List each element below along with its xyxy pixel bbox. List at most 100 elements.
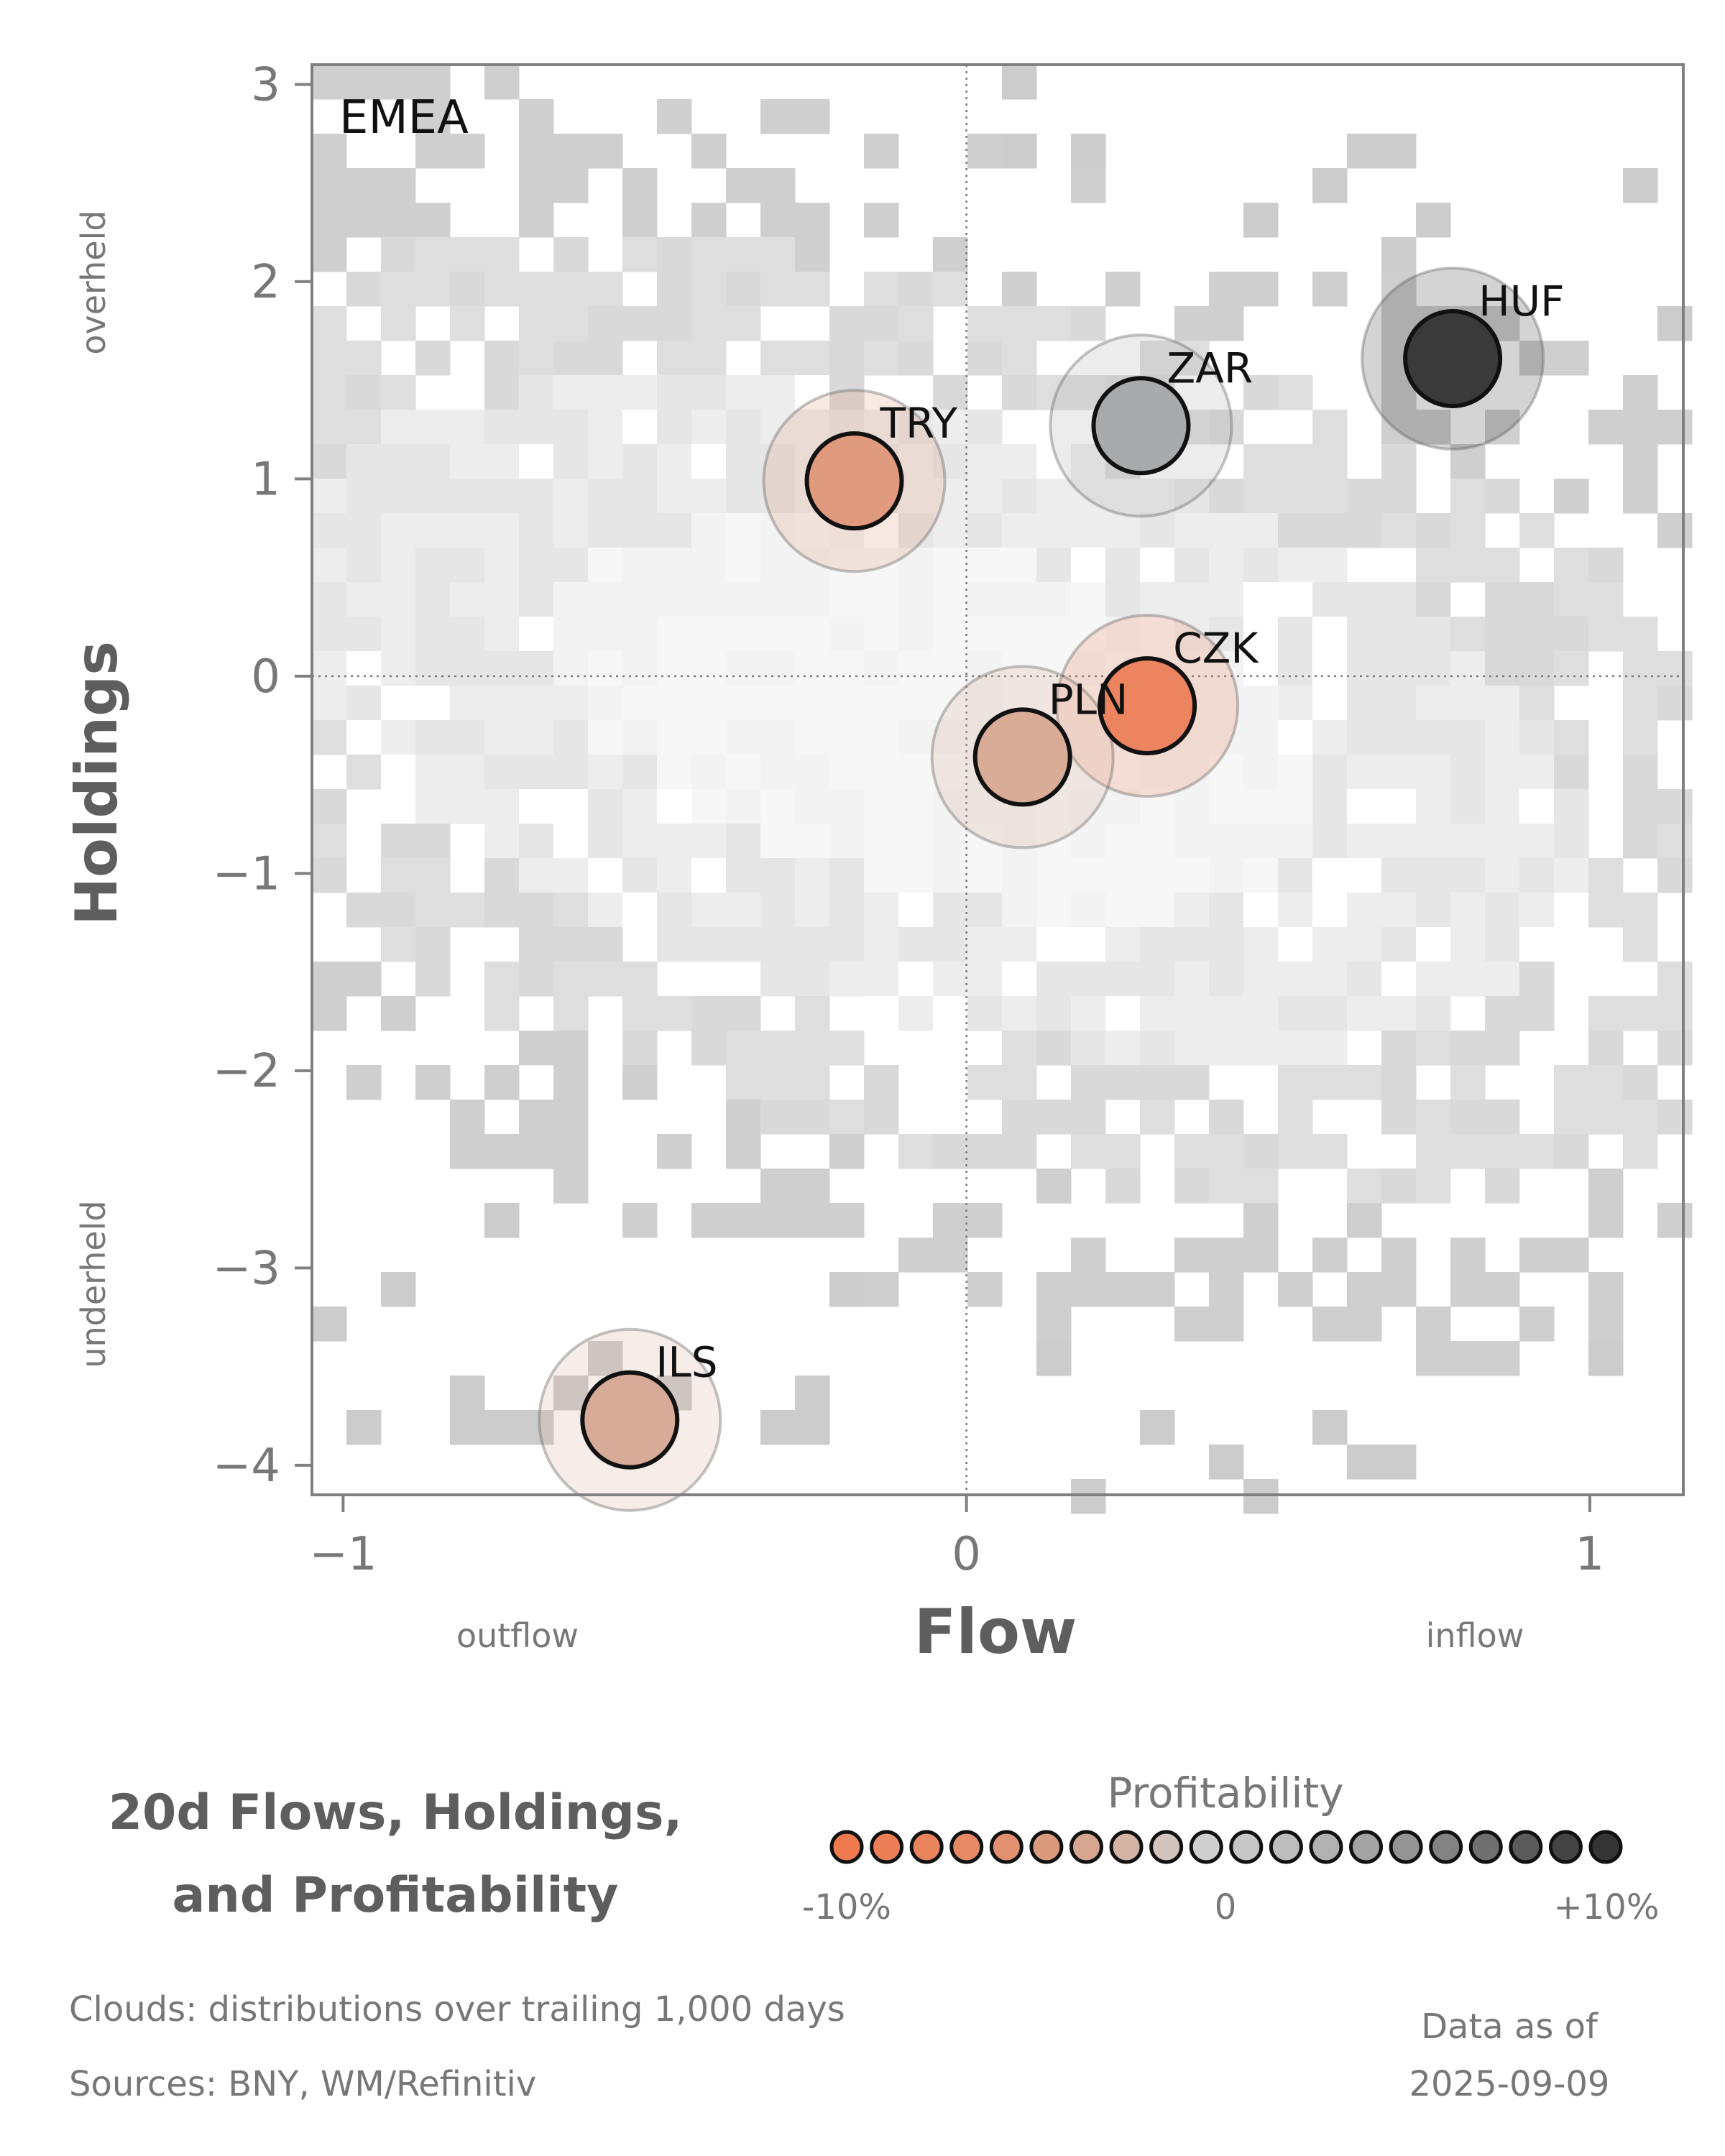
density-cell <box>691 996 727 1031</box>
density-cell <box>415 927 451 962</box>
as-of-date: 2025-09-09 <box>1409 2064 1610 2104</box>
density-cell <box>726 582 761 617</box>
density-cell <box>1278 824 1313 859</box>
density-cell <box>1071 962 1106 997</box>
x-side-label-right: inflow <box>1426 1616 1524 1655</box>
density-cell <box>1519 858 1555 893</box>
as-of-label: Data as of <box>1421 2007 1598 2047</box>
density-cell <box>898 341 934 376</box>
density-cell <box>1243 203 1279 238</box>
density-cell <box>1243 444 1279 479</box>
density-cell <box>760 548 796 583</box>
density-cell <box>795 1031 830 1066</box>
density-cell <box>691 410 727 445</box>
density-cell <box>450 410 485 445</box>
density-cell <box>760 617 796 652</box>
density-cell <box>898 1134 934 1169</box>
y-axis-label: Holdings <box>63 641 130 926</box>
density-cell <box>726 237 761 272</box>
density-cell <box>553 1376 589 1411</box>
density-cell <box>1140 789 1175 824</box>
density-cell <box>1071 996 1106 1031</box>
density-cell <box>1002 962 1037 997</box>
density-cell <box>1140 962 1175 997</box>
density-cell <box>1036 1169 1072 1204</box>
density-cell <box>691 651 727 686</box>
density-cell <box>1416 996 1451 1031</box>
density-cell <box>933 651 968 686</box>
density-cell <box>898 996 934 1031</box>
density-cell <box>795 824 830 859</box>
density-cell <box>691 237 727 272</box>
density-cell <box>795 1410 830 1445</box>
density-cell <box>760 375 796 410</box>
density-cell <box>1036 1031 1072 1066</box>
density-cell <box>1209 479 1244 514</box>
density-cell <box>1002 65 1037 100</box>
density-cell <box>622 893 658 928</box>
density-cell <box>1312 168 1348 203</box>
density-cell <box>967 686 1003 721</box>
legend-title: Profitability <box>1107 1769 1343 1818</box>
density-cell <box>1140 858 1175 893</box>
density-cell <box>1036 858 1072 893</box>
density-cell <box>1140 1031 1175 1066</box>
density-cell <box>1071 134 1106 169</box>
density-cell <box>519 617 554 652</box>
density-cell <box>795 1203 830 1238</box>
density-cell <box>1071 893 1106 928</box>
density-cell <box>657 996 692 1031</box>
density-cell <box>415 858 451 893</box>
density-cell <box>1381 755 1417 790</box>
density-cell <box>1071 548 1106 583</box>
density-cell <box>1312 272 1348 307</box>
density-cell <box>1278 444 1313 479</box>
point-try <box>804 431 904 531</box>
density-cell <box>726 375 761 410</box>
density-cell <box>1485 927 1520 962</box>
density-cell <box>553 272 589 307</box>
density-cell <box>1174 824 1210 859</box>
density-cell <box>1450 1341 1486 1376</box>
density-cell <box>1243 582 1279 617</box>
density-cell <box>1485 479 1520 514</box>
density-cell <box>1278 858 1313 893</box>
density-cell <box>1554 479 1589 514</box>
density-cell <box>1278 582 1313 617</box>
density-cell <box>657 444 692 479</box>
density-cell <box>484 272 520 307</box>
density-cell <box>519 1031 554 1066</box>
density-cell <box>829 720 865 755</box>
density-cell <box>1519 1238 1555 1273</box>
density-cell <box>484 893 520 928</box>
density-cell <box>1416 1100 1451 1135</box>
density-cell <box>519 134 554 169</box>
legend-min-label: -10% <box>802 1887 891 1927</box>
density-cell <box>484 858 520 893</box>
legend-swatch <box>949 1830 984 1864</box>
x-axis-label: Flow <box>914 1596 1077 1668</box>
density-cell <box>1140 582 1175 617</box>
density-cell <box>312 962 347 997</box>
density-cell <box>760 341 796 376</box>
density-cell <box>760 1203 796 1238</box>
density-cell <box>1657 996 1693 1031</box>
density-cell <box>519 168 554 203</box>
density-cell <box>1416 686 1451 721</box>
density-cell <box>553 306 589 341</box>
density-cell <box>898 858 934 893</box>
density-cell <box>1312 996 1348 1031</box>
density-cell <box>346 375 382 410</box>
density-cell <box>1278 893 1313 928</box>
density-cell <box>657 272 692 307</box>
density-cell <box>1416 720 1451 755</box>
density-cell <box>1450 893 1486 928</box>
density-cell <box>864 134 899 169</box>
density-cell <box>1278 1065 1313 1100</box>
density-cell <box>1450 686 1486 721</box>
density-cell <box>450 720 485 755</box>
density-cell <box>760 720 796 755</box>
density-cell <box>1623 996 1658 1031</box>
density-cell <box>726 444 761 479</box>
